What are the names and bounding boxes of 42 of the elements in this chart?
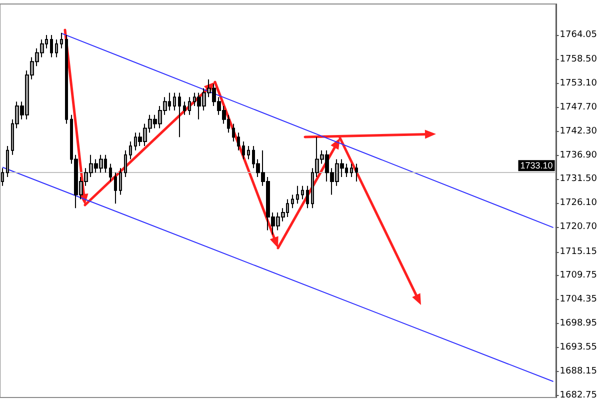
y-tick-label: 1764.05 [560,30,597,40]
y-tick-label: 1704.35 [560,294,597,305]
y-tick-label: 1715.15 [560,246,597,257]
ref-line-label: 1733.10 [520,160,553,171]
y-tick-label: 1736.90 [560,150,598,160]
candlestick [114,172,117,204]
candlestick [188,96,191,116]
y-tick-label: 1742.30 [560,126,598,136]
y-tick-label: 1693.55 [560,342,597,353]
candlestick [50,34,53,58]
candlestick [60,32,63,49]
candlestick [55,38,58,58]
candlestick [124,150,127,178]
candlestick [306,185,309,209]
candlestick [350,163,353,178]
candlestick [232,123,235,142]
y-tick-label: 1688.15 [560,366,597,377]
y-tick-label: 1720.70 [560,222,598,232]
candlestick [242,141,245,160]
candlestick [291,194,294,209]
candlestick [173,92,176,111]
candlestick [237,132,240,151]
candlestick [178,92,181,138]
y-tick-label: 1747.70 [560,102,598,112]
candlestick [129,141,132,160]
candlestick [183,101,186,116]
y-tick-label: 1709.75 [560,270,597,281]
y-tick-label: 1731.50 [560,174,598,184]
y-tick-label: 1682.75 [560,390,597,400]
candlestick [296,185,299,204]
candlestick [355,163,358,182]
candlestick [65,34,68,124]
candlestick [119,168,122,196]
candlestick [301,185,304,200]
candlestick [109,163,112,182]
y-tick-label: 1758.50 [560,54,598,64]
y-tick-label: 1698.95 [560,318,597,329]
y-tick-label: 1726.10 [560,198,598,208]
candlestick [6,145,9,178]
candlestick [1,168,4,186]
candlestick [247,145,250,160]
y-tick-label: 1753.10 [560,78,598,88]
